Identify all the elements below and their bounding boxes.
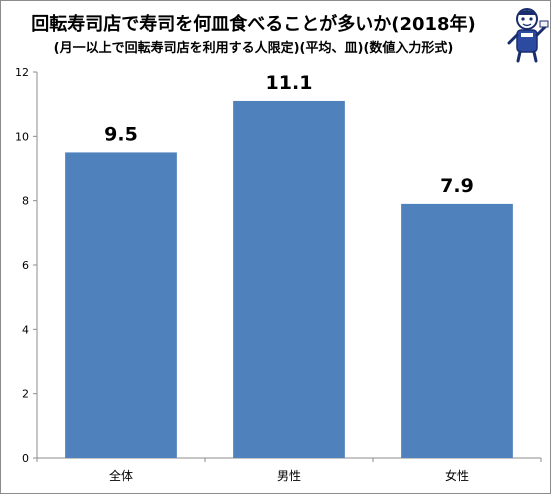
x-category-label: 男性: [277, 469, 301, 483]
y-tick-label: 2: [22, 388, 29, 401]
y-tick-label: 10: [15, 130, 29, 143]
bar: [401, 203, 513, 458]
y-tick-label: 0: [22, 452, 29, 465]
data-label: 11.1: [266, 72, 313, 94]
mascot-logo: [507, 8, 549, 63]
chart-subtitle: (月一以上で回転寿司店を利用する人限定)(平均、皿)(数値入力形式): [53, 41, 454, 56]
data-label: 9.5: [104, 123, 138, 145]
bar: [65, 152, 177, 458]
data-label: 7.9: [440, 175, 474, 197]
x-category-label: 女性: [445, 468, 469, 483]
chart-title: 回転寿司店で寿司を何皿食べることが多いか(2018年): [31, 14, 476, 35]
x-category-label: 全体: [109, 468, 133, 483]
bar: [233, 100, 345, 458]
y-tick-label: 6: [22, 259, 29, 272]
y-tick-label: 8: [22, 195, 29, 208]
y-tick-label: 4: [22, 323, 29, 336]
y-tick-label: 12: [15, 66, 29, 79]
